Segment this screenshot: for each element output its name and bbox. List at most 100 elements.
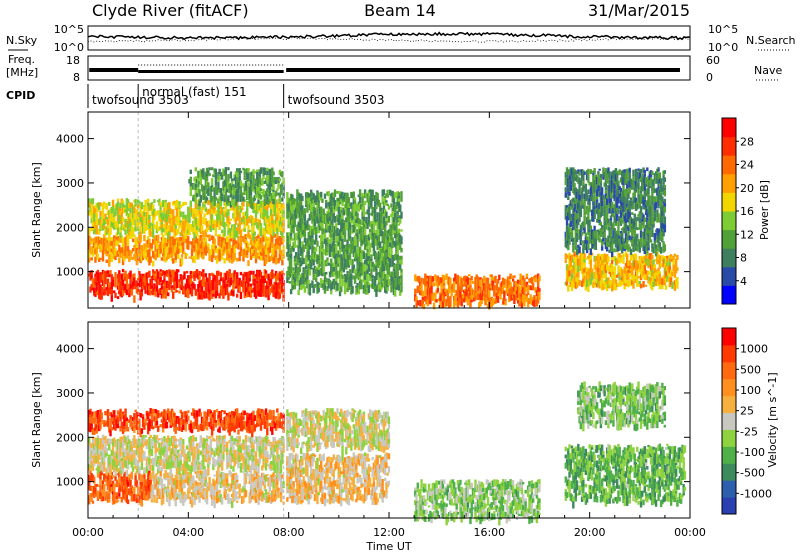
heatmap-cell <box>597 218 600 223</box>
heatmap-cell <box>397 208 401 212</box>
heatmap-cell <box>167 232 170 240</box>
heatmap-cell <box>372 251 376 257</box>
heatmap-cell <box>607 266 610 272</box>
heatmap-cell <box>110 289 113 296</box>
heatmap-cell <box>194 250 198 257</box>
heatmap-cell <box>396 260 399 264</box>
heatmap-cell <box>210 167 214 171</box>
heatmap-cell <box>659 281 663 284</box>
heatmap-cell <box>529 277 532 283</box>
heatmap-cell <box>267 280 270 287</box>
heatmap-cell <box>357 205 361 212</box>
heatmap-cell <box>306 191 309 199</box>
heatmap-cell <box>585 272 589 280</box>
heatmap-cell <box>96 207 100 212</box>
heatmap-cell <box>330 283 333 291</box>
heatmap-cell <box>657 281 660 287</box>
heatmap-cell <box>332 271 335 277</box>
heatmap-cell <box>530 299 534 306</box>
heatmap-cell <box>139 253 142 259</box>
heatmap-cell <box>298 263 302 268</box>
heatmap-cell <box>227 215 230 223</box>
heatmap-cell <box>646 258 649 266</box>
heatmap-cell <box>286 251 289 257</box>
heatmap-cell <box>607 280 610 284</box>
heatmap-cell <box>103 238 106 245</box>
heatmap-cell <box>95 254 98 258</box>
heatmap-cell <box>508 288 511 296</box>
heatmap-cell <box>301 253 304 261</box>
heatmap-cell <box>500 287 504 294</box>
heatmap-cell <box>587 174 590 177</box>
y-tick-label: 1000 <box>56 266 84 279</box>
heatmap-cell <box>254 258 258 264</box>
heatmap-cell <box>534 274 537 278</box>
heatmap-cell <box>316 205 319 209</box>
heatmap-cell <box>662 245 665 253</box>
heatmap-cell <box>613 266 616 272</box>
heatmap-cell <box>307 256 310 261</box>
heatmap-cell <box>574 177 578 182</box>
heatmap-cell <box>387 239 391 242</box>
heatmap-cell <box>272 206 275 214</box>
heatmap-cell <box>233 186 236 190</box>
heatmap-cell <box>572 208 575 214</box>
heatmap-cell <box>332 250 335 253</box>
heatmap-cell <box>288 234 292 241</box>
heatmap-cell <box>371 278 374 283</box>
heatmap-cell <box>257 291 260 297</box>
heatmap-cell <box>602 174 605 180</box>
heatmap-cell <box>644 204 648 208</box>
heatmap-cell <box>271 235 274 243</box>
heatmap-cell <box>91 253 95 257</box>
heatmap-cell <box>220 248 224 253</box>
heatmap-cell <box>282 227 285 233</box>
heatmap-cell <box>642 182 645 191</box>
heatmap-cell <box>568 189 571 192</box>
heatmap-cell <box>567 196 570 200</box>
heatmap-cell <box>605 205 609 209</box>
heatmap-cell <box>468 290 471 294</box>
heatmap-cell <box>564 177 567 185</box>
heatmap-cell <box>508 295 511 299</box>
heatmap-cell <box>363 194 367 199</box>
heatmap-cell <box>568 239 571 245</box>
heatmap-cell <box>239 205 243 213</box>
heatmap-cell <box>597 174 600 183</box>
heatmap-cell <box>150 275 154 280</box>
heatmap-cell <box>577 244 580 249</box>
heatmap-cell <box>585 240 589 246</box>
heatmap-cell <box>155 277 159 281</box>
heatmap-cell <box>643 217 646 223</box>
heatmap-cell <box>647 233 650 241</box>
heatmap-cell <box>207 234 210 238</box>
heatmap-cell <box>185 227 189 236</box>
heatmap-cell <box>569 213 572 221</box>
heatmap-cell <box>361 239 364 245</box>
heatmap-cell <box>241 217 244 223</box>
heatmap-cell <box>182 275 185 280</box>
heatmap-cell <box>602 237 605 242</box>
heatmap-cell <box>225 181 229 189</box>
heatmap-cell <box>583 262 586 266</box>
heatmap-cell <box>588 225 591 230</box>
heatmap-cell <box>486 285 490 293</box>
heatmap-cell <box>330 220 333 226</box>
heatmap-cell <box>321 222 324 229</box>
heatmap-cell <box>577 202 580 209</box>
heatmap-cell <box>333 284 337 290</box>
heatmap-cell <box>390 235 393 241</box>
heatmap-cell <box>452 301 456 309</box>
heatmap-cell <box>383 286 387 293</box>
heatmap-cell <box>618 193 621 199</box>
heatmap-cell <box>99 272 102 275</box>
heatmap-cell <box>361 249 364 257</box>
heatmap-cell <box>619 217 623 222</box>
heatmap-cell <box>282 217 285 221</box>
heatmap-cell <box>648 216 652 222</box>
heatmap-cell <box>577 195 580 203</box>
heatmap-cell <box>187 222 190 230</box>
heatmap-cell <box>172 236 175 243</box>
heatmap-cell <box>237 205 240 211</box>
heatmap-cell <box>173 277 176 285</box>
